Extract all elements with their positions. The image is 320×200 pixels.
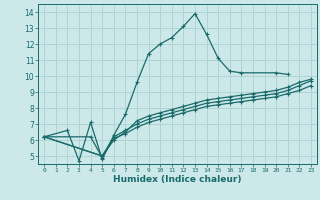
- X-axis label: Humidex (Indice chaleur): Humidex (Indice chaleur): [113, 175, 242, 184]
